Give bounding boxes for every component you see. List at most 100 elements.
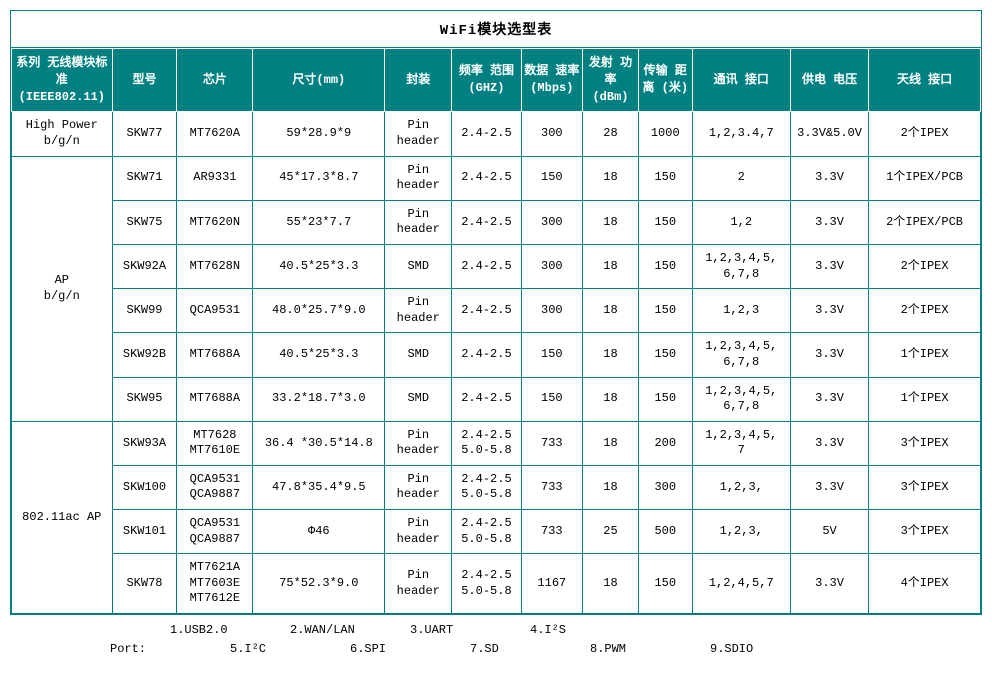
cell-range: 500 bbox=[638, 510, 692, 554]
cell-size: 59*28.9*9 bbox=[253, 112, 385, 156]
cell-model: SKW78 bbox=[112, 554, 177, 614]
col-header-port: 通讯 接口 bbox=[692, 49, 790, 112]
cell-port: 1,2,3,4,5, 6,7,8 bbox=[692, 377, 790, 421]
footnote-item: 9.SDIO bbox=[710, 640, 830, 659]
cell-freq: 2.4-2.5 bbox=[452, 333, 521, 377]
cell-rate: 150 bbox=[521, 333, 582, 377]
cell-voltage: 3.3V bbox=[790, 244, 868, 288]
cell-power: 18 bbox=[583, 289, 639, 333]
cell-range: 150 bbox=[638, 244, 692, 288]
cell-rate: 300 bbox=[521, 289, 582, 333]
cell-freq: 2.4-2.5 bbox=[452, 156, 521, 200]
cell-port: 1,2,3,4,5, 7 bbox=[692, 421, 790, 465]
cell-chip: QCA9531 bbox=[177, 289, 253, 333]
cell-package: SMD bbox=[385, 244, 452, 288]
cell-power: 18 bbox=[583, 377, 639, 421]
cell-antenna: 2个IPEX bbox=[869, 244, 981, 288]
cell-voltage: 3.3V bbox=[790, 421, 868, 465]
cell-model: SKW77 bbox=[112, 112, 177, 156]
cell-antenna: 1个IPEX bbox=[869, 333, 981, 377]
cell-voltage: 3.3V bbox=[790, 333, 868, 377]
cell-rate: 733 bbox=[521, 421, 582, 465]
table-row: SKW78MT7621A MT7603E MT7612E75*52.3*9.0P… bbox=[12, 554, 981, 614]
cell-chip: QCA9531 QCA9887 bbox=[177, 510, 253, 554]
table-row: SKW92BMT7688A40.5*25*3.3SMD2.4-2.5150181… bbox=[12, 333, 981, 377]
cell-size: 33.2*18.7*3.0 bbox=[253, 377, 385, 421]
cell-package: Pin header bbox=[385, 421, 452, 465]
cell-chip: AR9331 bbox=[177, 156, 253, 200]
cell-model: SKW93A bbox=[112, 421, 177, 465]
cell-power: 18 bbox=[583, 465, 639, 509]
cell-port: 2 bbox=[692, 156, 790, 200]
table-body: High Power b/g/nSKW77MT7620A59*28.9*9Pin… bbox=[12, 112, 981, 614]
cell-freq: 2.4-2.5 bbox=[452, 377, 521, 421]
col-header-range: 传输 距离 (米) bbox=[638, 49, 692, 112]
cell-package: Pin header bbox=[385, 554, 452, 614]
cell-freq: 2.4-2.5 bbox=[452, 289, 521, 333]
cell-range: 150 bbox=[638, 333, 692, 377]
cell-freq: 2.4-2.5 5.0-5.8 bbox=[452, 510, 521, 554]
table-header-row: 系列 无线模块标准 (IEEE802.11)型号芯片尺寸(mm)封装频率 范围 … bbox=[12, 49, 981, 112]
cell-model: SKW95 bbox=[112, 377, 177, 421]
cell-range: 200 bbox=[638, 421, 692, 465]
footnote: Port:1.USB2.02.WAN/LAN3.UART4.I²S 5.I²C6… bbox=[10, 615, 982, 665]
cell-package: SMD bbox=[385, 333, 452, 377]
cell-voltage: 3.3V bbox=[790, 289, 868, 333]
table-row: AP b/g/nSKW71AR933145*17.3*8.7Pin header… bbox=[12, 156, 981, 200]
col-header-voltage: 供电 电压 bbox=[790, 49, 868, 112]
cell-voltage: 3.3V bbox=[790, 377, 868, 421]
cell-package: SMD bbox=[385, 377, 452, 421]
cell-freq: 2.4-2.5 bbox=[452, 112, 521, 156]
cell-package: Pin header bbox=[385, 200, 452, 244]
cell-rate: 733 bbox=[521, 510, 582, 554]
cell-model: SKW101 bbox=[112, 510, 177, 554]
cell-package: Pin header bbox=[385, 112, 452, 156]
cell-size: 47.8*35.4*9.5 bbox=[253, 465, 385, 509]
cell-chip: MT7620A bbox=[177, 112, 253, 156]
cell-chip: MT7688A bbox=[177, 333, 253, 377]
table-row: 802.11ac APSKW93AMT7628 MT7610E36.4 *30.… bbox=[12, 421, 981, 465]
cell-range: 150 bbox=[638, 377, 692, 421]
col-header-model: 型号 bbox=[112, 49, 177, 112]
footnote-label: Port: bbox=[110, 640, 170, 659]
cell-port: 1,2,3.4,7 bbox=[692, 112, 790, 156]
cell-freq: 2.4-2.5 bbox=[452, 200, 521, 244]
cell-chip: MT7621A MT7603E MT7612E bbox=[177, 554, 253, 614]
cell-freq: 2.4-2.5 5.0-5.8 bbox=[452, 421, 521, 465]
cell-rate: 300 bbox=[521, 200, 582, 244]
cell-voltage: 5V bbox=[790, 510, 868, 554]
cell-port: 1,2,3, bbox=[692, 510, 790, 554]
cell-voltage: 3.3V bbox=[790, 156, 868, 200]
series-cell: AP b/g/n bbox=[12, 156, 113, 421]
cell-size: 55*23*7.7 bbox=[253, 200, 385, 244]
series-cell: 802.11ac AP bbox=[12, 421, 113, 613]
table-row: SKW101QCA9531 QCA9887Φ46Pin header2.4-2.… bbox=[12, 510, 981, 554]
footnote-item: 2.WAN/LAN bbox=[290, 621, 410, 640]
table-row: High Power b/g/nSKW77MT7620A59*28.9*9Pin… bbox=[12, 112, 981, 156]
cell-package: Pin header bbox=[385, 289, 452, 333]
cell-freq: 2.4-2.5 bbox=[452, 244, 521, 288]
cell-antenna: 2个IPEX bbox=[869, 112, 981, 156]
cell-model: SKW92A bbox=[112, 244, 177, 288]
col-header-antenna: 天线 接口 bbox=[869, 49, 981, 112]
footnote-item: 5.I²C bbox=[230, 640, 350, 659]
cell-antenna: 1个IPEX/PCB bbox=[869, 156, 981, 200]
cell-rate: 150 bbox=[521, 377, 582, 421]
cell-model: SKW75 bbox=[112, 200, 177, 244]
cell-freq: 2.4-2.5 5.0-5.8 bbox=[452, 554, 521, 614]
cell-range: 150 bbox=[638, 156, 692, 200]
cell-range: 300 bbox=[638, 465, 692, 509]
cell-model: SKW92B bbox=[112, 333, 177, 377]
cell-antenna: 3个IPEX bbox=[869, 421, 981, 465]
col-header-rate: 数据 速率 (Mbps) bbox=[521, 49, 582, 112]
cell-size: 40.5*25*3.3 bbox=[253, 244, 385, 288]
footnote-item: 8.PWM bbox=[590, 640, 710, 659]
cell-size: 40.5*25*3.3 bbox=[253, 333, 385, 377]
cell-model: SKW100 bbox=[112, 465, 177, 509]
cell-size: Φ46 bbox=[253, 510, 385, 554]
wifi-spec-table: 系列 无线模块标准 (IEEE802.11)型号芯片尺寸(mm)封装频率 范围 … bbox=[11, 48, 981, 614]
table-row: SKW95MT7688A33.2*18.7*3.0SMD2.4-2.515018… bbox=[12, 377, 981, 421]
cell-port: 1,2,3,4,5, 6,7,8 bbox=[692, 333, 790, 377]
cell-size: 75*52.3*9.0 bbox=[253, 554, 385, 614]
cell-range: 150 bbox=[638, 289, 692, 333]
